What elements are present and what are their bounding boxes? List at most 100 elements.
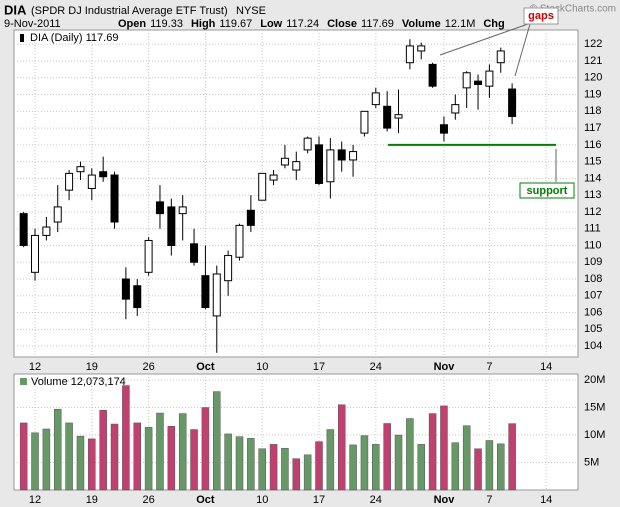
volume-bar xyxy=(474,448,482,491)
volume-bar xyxy=(417,444,425,491)
y-tick-label: 117 xyxy=(584,122,602,134)
price-panel xyxy=(13,29,579,358)
volume-bar xyxy=(337,404,346,491)
candle-body xyxy=(360,110,369,134)
candle-body xyxy=(326,149,335,183)
candle-body xyxy=(315,144,324,184)
x-tick-label: 17 xyxy=(313,494,325,506)
y-tick-label: 108 xyxy=(584,273,602,285)
volume-bar xyxy=(190,429,198,491)
candle-body xyxy=(269,174,278,181)
field-label: Chg xyxy=(483,18,504,30)
volume-bar xyxy=(247,438,255,491)
x-tick-label: 24 xyxy=(370,361,382,373)
legend-icon xyxy=(20,34,24,42)
candle-body xyxy=(65,172,74,191)
y-tick-label: 110 xyxy=(584,239,602,251)
volume-bar xyxy=(133,422,142,491)
volume-bar xyxy=(156,412,164,491)
y-tick-label: 122 xyxy=(584,38,602,50)
volume-bar xyxy=(440,405,448,491)
legend-icon xyxy=(20,378,27,385)
volume-bar xyxy=(65,422,73,491)
candle-body xyxy=(405,45,414,64)
volume-bar xyxy=(269,444,278,491)
volume-bar xyxy=(224,433,232,491)
volume-bar xyxy=(462,425,471,491)
volume-bar xyxy=(383,423,391,491)
x-tick-label: 24 xyxy=(370,494,382,506)
candle-body xyxy=(292,161,301,171)
y-tick-label: 5M xyxy=(584,456,599,468)
volume-bar xyxy=(508,423,516,491)
x-tick-label: 14 xyxy=(540,361,552,373)
volume-bar xyxy=(303,454,312,491)
volume-bar xyxy=(144,427,153,491)
candle-body xyxy=(178,206,187,215)
y-tick-label: 104 xyxy=(584,340,602,352)
field-label: Close xyxy=(327,18,357,30)
volume-bar xyxy=(201,407,210,491)
gap-arrow xyxy=(514,23,531,77)
x-tick-label: Nov xyxy=(434,494,456,506)
y-tick-label: 106 xyxy=(584,306,602,318)
y-tick-label: 118 xyxy=(584,105,602,117)
volume-bar xyxy=(99,410,107,491)
candle-body xyxy=(303,137,312,151)
y-tick-label: 105 xyxy=(584,323,602,335)
x-tick-label: Nov xyxy=(434,361,456,373)
exchange: NYSE xyxy=(236,5,266,17)
volume-bar xyxy=(485,440,494,491)
candle-body xyxy=(371,92,380,106)
y-tick-label: 116 xyxy=(584,139,602,151)
y-tick-label: 120 xyxy=(584,72,602,84)
candle-body xyxy=(428,63,437,87)
candle-body xyxy=(474,80,483,86)
y-tick-label: 112 xyxy=(584,206,602,218)
field-label: Low xyxy=(260,18,282,30)
candle-body xyxy=(349,151,358,161)
annotation: gaps xyxy=(528,10,554,22)
candle-body xyxy=(394,114,403,119)
y-tick-label: 20M xyxy=(584,374,605,386)
volume-bar xyxy=(31,432,39,491)
volume-bar xyxy=(53,408,62,491)
candle-body xyxy=(439,124,448,134)
x-tick-label: Oct xyxy=(196,361,215,373)
candle-body xyxy=(280,157,289,166)
candle-body xyxy=(235,224,244,258)
volume-bar xyxy=(372,444,380,491)
y-tick-label: 121 xyxy=(584,55,602,67)
candle-body xyxy=(121,278,130,300)
volume-bar xyxy=(42,428,51,491)
x-tick-label: 12 xyxy=(29,361,41,373)
support-box xyxy=(519,182,575,199)
candle-body xyxy=(212,273,221,317)
volume-bar xyxy=(178,413,187,491)
legend-text: DIA (Daily) 117.69 xyxy=(30,32,118,44)
volume-bar xyxy=(292,458,301,491)
field-value: 119.33 xyxy=(150,18,183,30)
candle-body xyxy=(451,104,460,114)
x-tick-label: 26 xyxy=(142,361,154,373)
y-tick-label: 114 xyxy=(584,172,602,184)
candle-body xyxy=(99,171,108,178)
candle-body xyxy=(53,206,62,223)
quote-date: 9-Nov-2011 xyxy=(4,18,61,30)
x-tick-label: 19 xyxy=(86,494,98,506)
annotation: support xyxy=(527,185,568,197)
volume-bar xyxy=(349,444,357,491)
x-tick-label: Oct xyxy=(196,494,215,506)
y-tick-label: 109 xyxy=(584,256,602,268)
volume-bar xyxy=(394,434,403,491)
volume-bar xyxy=(213,391,221,491)
volume-bar xyxy=(258,448,266,491)
candle-body xyxy=(224,255,233,282)
field-label: Open xyxy=(118,18,146,30)
candle-body xyxy=(19,213,28,246)
field-value: 117.24 xyxy=(286,18,319,30)
volume-bar xyxy=(315,441,323,491)
volume-bar xyxy=(360,435,369,491)
volume-bar xyxy=(19,422,28,491)
candle-body xyxy=(190,243,199,263)
